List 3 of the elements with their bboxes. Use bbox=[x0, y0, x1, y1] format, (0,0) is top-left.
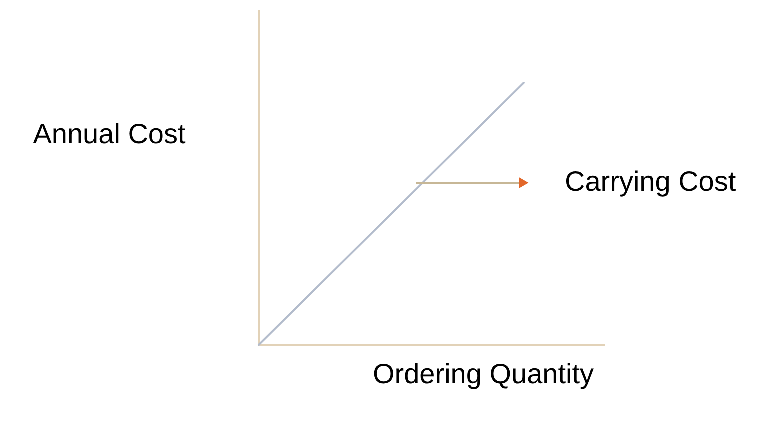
text: Carrying Cost bbox=[565, 166, 736, 197]
x-axis-title: Ordering Quantity bbox=[373, 358, 594, 390]
y-axis-title: Annual Cost bbox=[33, 118, 186, 150]
